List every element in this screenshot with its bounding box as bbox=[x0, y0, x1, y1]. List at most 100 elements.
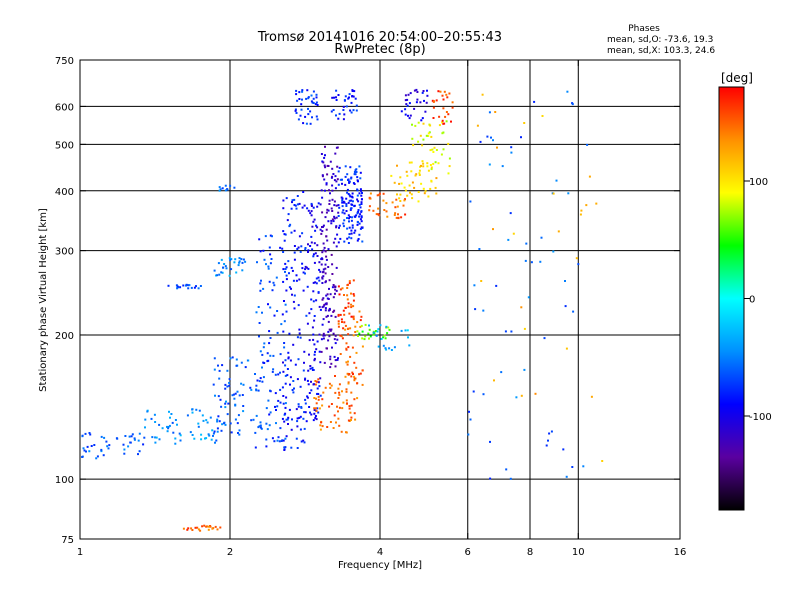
data-point bbox=[312, 281, 315, 284]
data-point bbox=[326, 173, 329, 176]
data-point bbox=[316, 244, 319, 247]
data-point bbox=[187, 284, 190, 287]
data-point bbox=[343, 113, 346, 116]
data-point bbox=[310, 298, 313, 301]
data-point bbox=[309, 245, 312, 247]
data-point bbox=[290, 207, 293, 210]
data-point bbox=[342, 401, 345, 404]
data-point bbox=[263, 342, 266, 345]
data-point bbox=[327, 209, 330, 212]
data-point bbox=[397, 213, 399, 216]
data-point bbox=[330, 384, 333, 387]
data-point bbox=[292, 391, 295, 394]
data-point bbox=[437, 162, 440, 165]
data-point bbox=[298, 416, 301, 419]
data-point bbox=[333, 96, 335, 99]
data-point bbox=[327, 339, 330, 342]
data-point bbox=[334, 342, 337, 345]
data-point bbox=[318, 333, 321, 336]
data-point bbox=[293, 387, 295, 390]
data-point bbox=[256, 261, 258, 264]
data-point bbox=[326, 347, 328, 350]
data-point bbox=[339, 313, 342, 316]
data-point bbox=[420, 182, 423, 185]
data-point bbox=[384, 347, 387, 350]
data-point bbox=[242, 258, 245, 261]
data-point bbox=[238, 429, 241, 432]
data-point bbox=[423, 99, 425, 102]
data-point bbox=[296, 203, 299, 206]
data-point bbox=[105, 440, 108, 443]
data-point bbox=[329, 366, 332, 369]
data-point bbox=[158, 423, 161, 426]
data-point bbox=[281, 313, 284, 316]
data-point bbox=[347, 302, 350, 305]
data-point bbox=[534, 392, 537, 395]
data-point bbox=[431, 99, 434, 102]
data-point bbox=[205, 437, 208, 440]
data-point bbox=[380, 337, 383, 340]
data-point bbox=[520, 306, 523, 309]
data-point bbox=[295, 437, 298, 440]
data-point bbox=[306, 395, 309, 398]
data-point bbox=[224, 184, 227, 187]
data-point bbox=[341, 205, 344, 208]
data-point bbox=[354, 325, 357, 328]
data-point bbox=[315, 407, 317, 410]
data-point bbox=[398, 182, 401, 185]
data-point bbox=[298, 202, 301, 205]
data-point bbox=[360, 220, 363, 223]
data-point bbox=[345, 203, 348, 206]
data-point bbox=[176, 423, 178, 426]
data-point bbox=[226, 369, 229, 372]
data-point bbox=[200, 433, 203, 436]
data-point bbox=[338, 391, 341, 394]
data-point bbox=[316, 392, 319, 395]
data-point bbox=[325, 228, 328, 231]
data-point bbox=[288, 332, 291, 335]
data-point bbox=[350, 303, 353, 306]
data-point bbox=[287, 351, 290, 354]
data-point bbox=[520, 136, 522, 139]
data-point bbox=[154, 441, 157, 444]
data-point bbox=[501, 165, 504, 168]
data-point bbox=[167, 426, 170, 428]
data-point bbox=[236, 422, 239, 425]
data-point bbox=[361, 198, 363, 201]
data-point bbox=[350, 101, 353, 104]
data-point bbox=[358, 373, 361, 376]
data-point bbox=[332, 284, 335, 286]
data-point bbox=[539, 260, 542, 263]
x-axis-label: Frequency [MHz] bbox=[338, 560, 422, 571]
data-point bbox=[515, 396, 518, 399]
data-point bbox=[343, 321, 346, 324]
data-point bbox=[445, 93, 448, 96]
data-point bbox=[299, 250, 302, 253]
data-point bbox=[284, 303, 287, 306]
data-point bbox=[557, 230, 560, 233]
data-point bbox=[296, 425, 299, 428]
data-point bbox=[194, 526, 197, 529]
data-point bbox=[286, 368, 289, 370]
data-point bbox=[345, 388, 348, 391]
data-point bbox=[212, 383, 215, 386]
data-point bbox=[324, 250, 327, 253]
data-point bbox=[345, 105, 348, 108]
data-point bbox=[390, 349, 393, 351]
data-point bbox=[262, 361, 265, 364]
data-point bbox=[329, 160, 332, 163]
data-point bbox=[302, 271, 305, 274]
data-point bbox=[238, 257, 241, 260]
data-point bbox=[272, 368, 275, 371]
y-tick-label: 750 bbox=[55, 56, 74, 67]
data-point bbox=[310, 100, 313, 103]
data-point bbox=[169, 416, 171, 419]
data-point bbox=[356, 397, 359, 400]
data-point bbox=[310, 94, 313, 97]
data-point bbox=[303, 361, 305, 364]
data-point bbox=[359, 227, 362, 230]
data-point bbox=[100, 450, 103, 453]
data-point bbox=[313, 407, 316, 410]
data-point bbox=[307, 113, 310, 116]
data-point bbox=[297, 118, 300, 121]
